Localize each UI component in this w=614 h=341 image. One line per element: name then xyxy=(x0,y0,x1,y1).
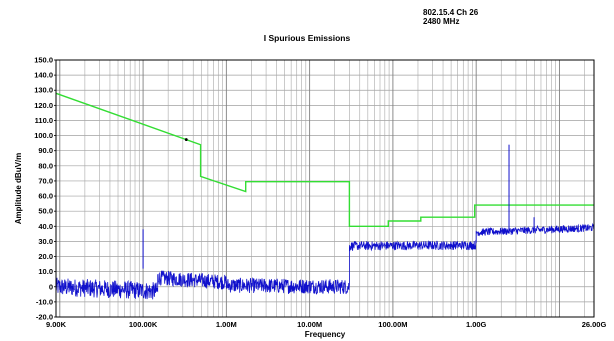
chart-grid xyxy=(56,59,594,318)
x-tick-label: 100.00M xyxy=(378,320,407,329)
x-tick-label: 100.00K xyxy=(129,320,158,329)
y-tick-label: 60.0 xyxy=(38,192,53,201)
y-tick-label: 10.0 xyxy=(38,267,53,276)
y-tick-label: -10.0 xyxy=(36,297,53,306)
chart-title: I Spurious Emissions xyxy=(263,33,351,43)
y-tick-label: 70.0 xyxy=(38,176,53,185)
y-tick-label: 120.0 xyxy=(34,101,53,110)
y-tick-label: 40.0 xyxy=(38,222,53,231)
limit-marker xyxy=(184,138,188,141)
x-tick-label: 1.00M xyxy=(216,320,237,329)
plot-frame xyxy=(55,59,595,318)
y-tick-label: 90.0 xyxy=(38,146,53,155)
y-tick-label: 0 xyxy=(49,282,53,291)
y-tick-label: 130.0 xyxy=(34,86,53,95)
y-tick-label: 150.0 xyxy=(34,56,53,65)
y-tick-label: 110.0 xyxy=(35,116,53,125)
header-line-1: 802.15.4 Ch 26 xyxy=(423,8,479,17)
y-tick-label: 50.0 xyxy=(38,207,53,216)
y-tick-label: 80.0 xyxy=(38,161,53,170)
y-tick-label: 20.0 xyxy=(38,252,53,261)
x-tick-labels: 9.00K 100.00K 1.00M 10.00M 100.00M 1.00G 26.00… xyxy=(46,320,606,329)
x-tick-label: 10.00M xyxy=(297,320,322,329)
y-axis-label: Amplitude dBuV/m xyxy=(14,153,23,225)
y-tick-label: 100.0 xyxy=(34,131,53,140)
y-tick-label: -20.0 xyxy=(36,313,53,322)
x-tick-label: 26.00G xyxy=(582,320,607,329)
y-tick-label: 30.0 xyxy=(38,237,53,246)
x-axis-label: Frequency xyxy=(305,330,346,339)
x-tick-label: 1.00G xyxy=(466,320,487,329)
series-lines xyxy=(55,92,595,300)
y-tick-label: 140.0 xyxy=(34,71,53,80)
y-tick-labels: 150.0 140.0 130.0 120.0 110.0 100.0 90.0 80.0 70… xyxy=(34,56,56,322)
x-tick-label: 9.00K xyxy=(46,320,67,329)
measurement-trace xyxy=(55,222,595,300)
limit-line xyxy=(55,92,594,228)
header-line-2: 2480 MHz xyxy=(423,17,460,26)
